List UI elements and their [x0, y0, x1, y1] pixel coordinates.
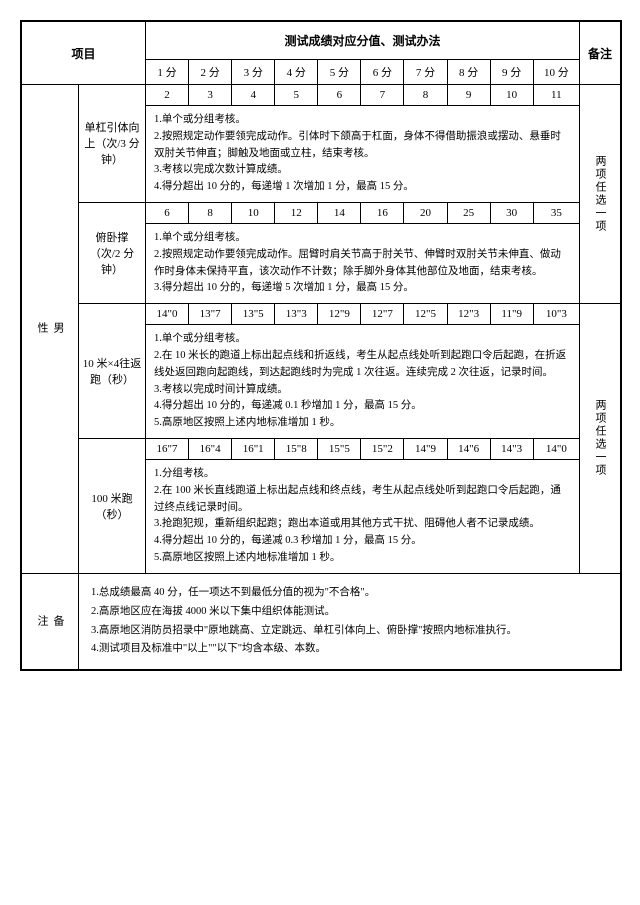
cell: 10	[490, 85, 533, 106]
row-desc: 1.单个或分组考核。 2.按照规定动作要领完成动作。屈臂时肩关节高于肘关节、伸臂…	[146, 223, 580, 303]
score-label: 5 分	[318, 60, 361, 85]
cell: 10	[232, 202, 275, 223]
score-label: 8 分	[447, 60, 490, 85]
cell: 13"5	[232, 304, 275, 325]
cell: 3	[189, 85, 232, 106]
row-desc: 1.单个或分组考核。 2.在 10 米长的跑道上标出起点线和折返线，考生从起点线…	[146, 325, 580, 439]
cell: 35	[533, 202, 579, 223]
cell: 12"5	[404, 304, 447, 325]
cell: 9	[447, 85, 490, 106]
cell: 15"2	[361, 438, 404, 459]
cell: 8	[404, 85, 447, 106]
header-scores-title: 测试成绩对应分值、测试办法	[146, 22, 580, 60]
row-desc: 1.单个或分组考核。 2.按照规定动作要领完成动作。引体时下颌高于杠面，身体不得…	[146, 106, 580, 203]
footer-text: 1.总成绩最高 40 分，任一项达不到最低分值的视为"不合格"。 2.高原地区应…	[79, 573, 621, 670]
row-name: 单杠引体向上（次/3 分钟）	[79, 85, 146, 203]
score-label: 10 分	[533, 60, 579, 85]
cell: 20	[404, 202, 447, 223]
cell: 14"0	[146, 304, 189, 325]
cell: 13"7	[189, 304, 232, 325]
cell: 14"9	[404, 438, 447, 459]
cell: 8	[189, 202, 232, 223]
cell: 12"3	[447, 304, 490, 325]
cell: 16"4	[189, 438, 232, 459]
document-table: 项目 测试成绩对应分值、测试办法 备注 1 分 2 分 3 分 4 分 5 分 …	[20, 20, 622, 671]
cell: 14	[318, 202, 361, 223]
row-desc: 1.分组考核。 2.在 100 米长直线跑道上标出起点线和终点线，考生从起点线处…	[146, 459, 580, 573]
score-label: 7 分	[404, 60, 447, 85]
row-name: 俯卧撑（次/2 分钟）	[79, 202, 146, 303]
cell: 2	[146, 85, 189, 106]
cell: 14"0	[533, 438, 579, 459]
score-label: 9 分	[490, 60, 533, 85]
cell: 12"9	[318, 304, 361, 325]
cell: 5	[275, 85, 318, 106]
score-label: 4 分	[275, 60, 318, 85]
row-name: 10 米×4往返跑（秒）	[79, 304, 146, 439]
gender-label: 男 性	[22, 85, 79, 574]
cell: 12"7	[361, 304, 404, 325]
cell: 13"3	[275, 304, 318, 325]
cell: 11	[533, 85, 579, 106]
cell: 10"3	[533, 304, 579, 325]
score-label: 2 分	[189, 60, 232, 85]
score-label: 1 分	[146, 60, 189, 85]
cell: 30	[490, 202, 533, 223]
cell: 7	[361, 85, 404, 106]
cell: 14"6	[447, 438, 490, 459]
side-note: 两项任选一项	[580, 304, 621, 574]
score-label: 6 分	[361, 60, 404, 85]
cell: 4	[232, 85, 275, 106]
cell: 16	[361, 202, 404, 223]
side-note: 两项任选一项	[580, 85, 621, 304]
cell: 6	[146, 202, 189, 223]
cell: 12	[275, 202, 318, 223]
cell: 16"1	[232, 438, 275, 459]
cell: 11"9	[490, 304, 533, 325]
footer-label: 备 注	[22, 573, 79, 670]
cell: 6	[318, 85, 361, 106]
cell: 25	[447, 202, 490, 223]
header-remark: 备注	[580, 22, 621, 85]
header-project: 项目	[22, 22, 146, 85]
cell: 14"3	[490, 438, 533, 459]
row-name: 100 米跑（秒）	[79, 438, 146, 573]
cell: 15"8	[275, 438, 318, 459]
cell: 16"7	[146, 438, 189, 459]
score-label: 3 分	[232, 60, 275, 85]
cell: 15"5	[318, 438, 361, 459]
